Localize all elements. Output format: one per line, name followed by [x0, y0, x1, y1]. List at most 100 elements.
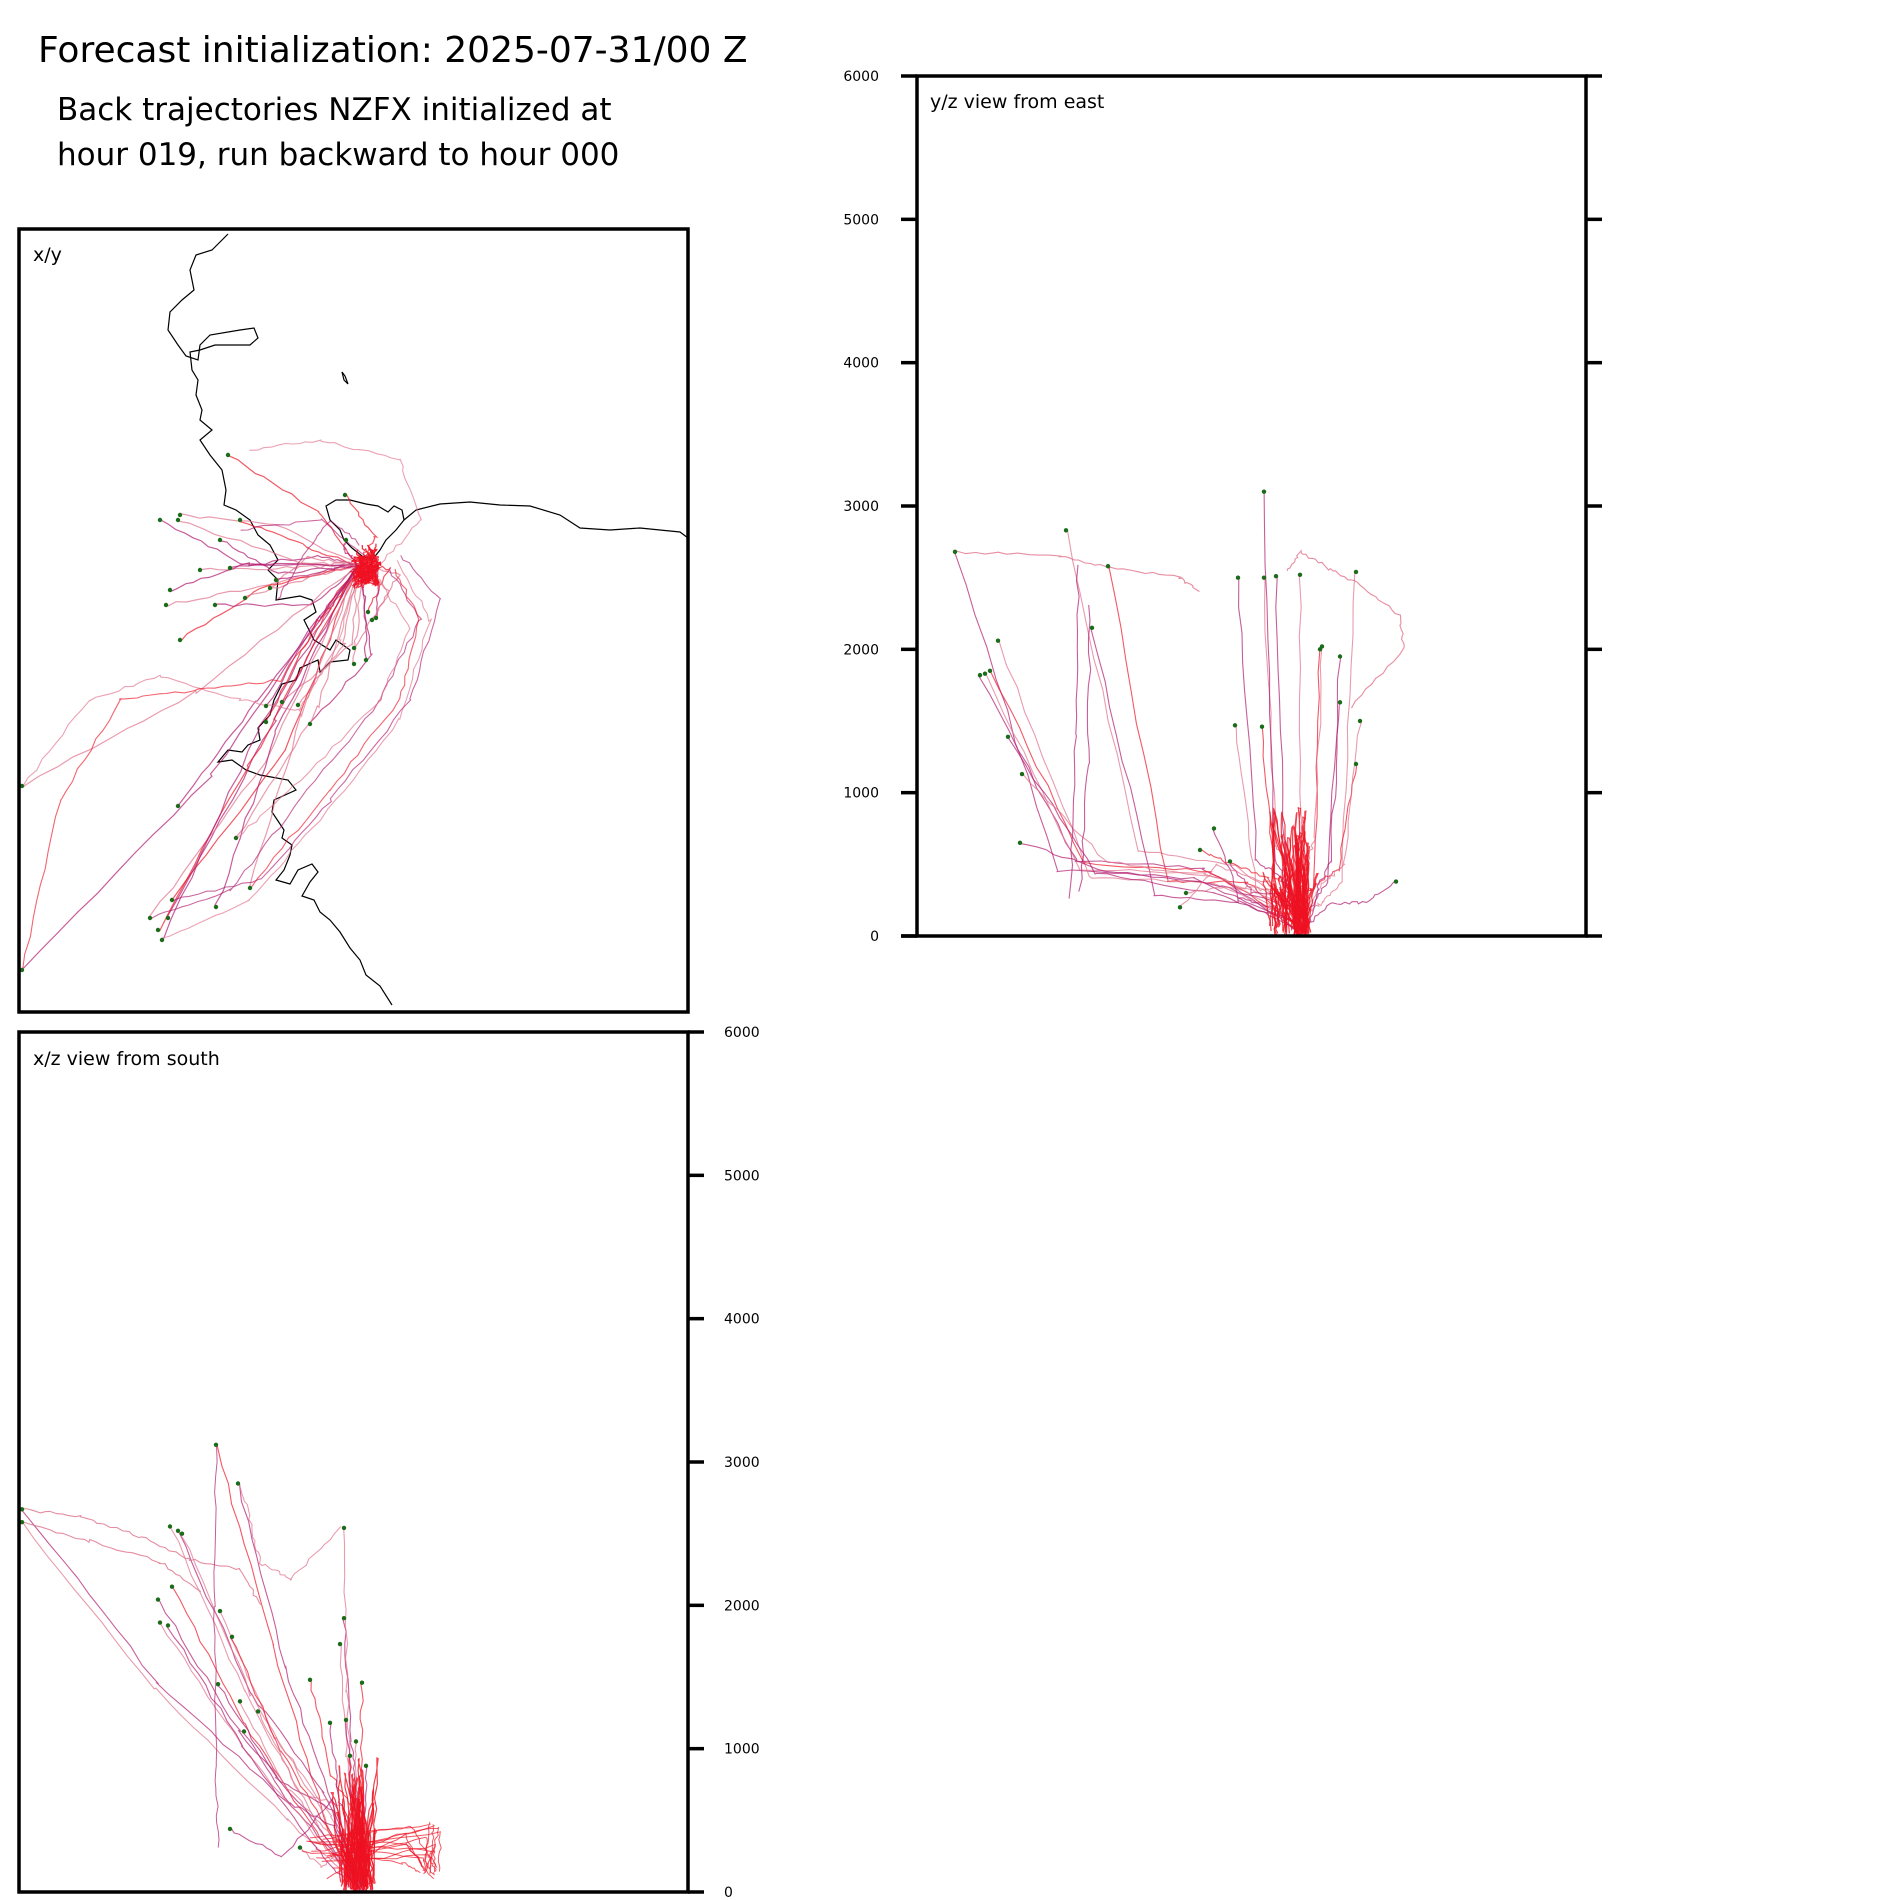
trajectory-start-point [155, 927, 161, 933]
trajectory-start-point [225, 452, 231, 458]
xz-frame [17, 1030, 690, 1894]
trajectory-line [309, 1825, 438, 1868]
trajectory-start-point [359, 1680, 365, 1685]
y-tick-label: 1000 [843, 786, 879, 802]
trajectory-start-point [1105, 564, 1111, 569]
trajectory-line [362, 561, 382, 577]
trajectory-line [269, 555, 360, 589]
xy-start-points [19, 452, 379, 973]
y-tick-label: 5000 [724, 1168, 760, 1184]
trajectory-line [236, 578, 411, 839]
trajectory-line [1307, 702, 1340, 928]
yz-trajectories [953, 491, 1405, 938]
trajectory-line [1019, 842, 1307, 913]
trajectory-line [1304, 721, 1363, 911]
trajectory-start-point [175, 803, 181, 809]
figure-subtitle: Back trajectories NZFX initialized at ho… [57, 88, 619, 178]
trajectory-line [322, 1821, 431, 1869]
trajectory-line [1299, 879, 1397, 931]
trajectory-line [172, 555, 442, 902]
trajectory-line [249, 568, 420, 890]
trajectory-line [301, 1850, 421, 1874]
trajectory-line [1090, 627, 1303, 932]
trajectory-start-point [179, 1531, 185, 1536]
trajectory-line [219, 1610, 359, 1885]
trajectory-start-point [267, 585, 273, 591]
trajectory-line [327, 1836, 428, 1871]
trajectory-start-point [307, 1677, 313, 1683]
trajectory-start-point [227, 1826, 233, 1832]
trajectory-start-point [351, 645, 357, 651]
trajectory-start-point [1297, 572, 1303, 577]
trajectory-start-point [242, 595, 248, 601]
trajectory-line [235, 566, 359, 839]
trajectory-start-point [1183, 890, 1189, 896]
y-tick-label: 3000 [724, 1455, 760, 1471]
trajectory-start-point [213, 1442, 219, 1448]
trajectory-line [249, 439, 422, 566]
trajectory-start-point [977, 672, 983, 678]
trajectory-start-point [1353, 569, 1359, 575]
trajectory-line [177, 1529, 362, 1885]
subtitle-line-1: Back trajectories NZFX initialized at [57, 92, 612, 128]
trajectory-start-point [363, 1763, 369, 1769]
trajectory-start-point [952, 549, 958, 555]
trajectory-line [213, 1444, 220, 1848]
trajectory-line [1271, 811, 1300, 931]
trajectory-line [321, 1854, 437, 1872]
trajectory-start-point [237, 1699, 243, 1704]
y-tick-label: 0 [870, 929, 879, 945]
trajectory-start-point [995, 638, 1001, 643]
trajectory-start-point [217, 1608, 223, 1614]
trajectory-start-point [337, 1641, 343, 1647]
trajectory-line [170, 561, 360, 592]
y-tick-label: 1000 [724, 1742, 760, 1758]
trajectory-line [22, 569, 358, 969]
trajectory-start-point [167, 587, 173, 593]
y-tick-label: 2000 [724, 1598, 760, 1614]
trajectory-start-point [1259, 724, 1265, 729]
trajectory-start-point [1063, 528, 1069, 533]
trajectory-line [170, 565, 358, 902]
trajectory-line [1286, 549, 1405, 709]
subtitle-line-2: hour 019, run backward to hour 000 [57, 137, 620, 173]
trajectory-start-point [237, 517, 243, 523]
xz-panel-label: x/z view from south [33, 1048, 220, 1070]
trajectory-start-point [263, 703, 269, 709]
trajectory-start-point [1177, 905, 1183, 910]
trajectory-start-point [295, 702, 301, 708]
trajectory-start-point [342, 492, 348, 498]
yz-start-points [952, 489, 1399, 910]
trajectory-start-point [1273, 574, 1279, 579]
trajectory-start-point [159, 937, 165, 943]
trajectory-start-point [247, 885, 253, 891]
trajectory-line [21, 1509, 359, 1883]
trajectory-line [166, 1625, 353, 1890]
trajectory-line [1304, 872, 1319, 934]
trajectory-start-point [343, 1717, 349, 1723]
trajectory-start-point [212, 602, 218, 608]
trajectory-line [178, 520, 359, 566]
trajectory-start-point [19, 967, 25, 973]
yz-panel-label: y/z view from east [930, 91, 1104, 113]
trajectory-line [1006, 735, 1302, 927]
trajectory-start-point [215, 1681, 221, 1687]
trajectory-start-point [157, 1620, 163, 1625]
trajectory-line [21, 1507, 262, 1605]
xz-panel: 0 1000 2000 3000 4000 5000 6000 x/z view from … [17, 1025, 760, 1900]
trajectory-start-point [307, 721, 313, 727]
trajectory-start-point [1019, 771, 1025, 777]
y-tick-label: 0 [724, 1885, 733, 1900]
trajectory-line [1021, 773, 1307, 925]
trajectory-line [311, 1831, 442, 1872]
trajectory-line [158, 565, 358, 932]
trajectory-line [239, 1484, 342, 1581]
trajectory-start-point [233, 835, 239, 841]
trajectory-line [162, 563, 358, 941]
trajectory-start-point [1005, 734, 1011, 739]
y-tick-label: 6000 [843, 69, 879, 85]
trajectory-start-point [363, 657, 369, 663]
trajectory-line [990, 671, 1307, 930]
trajectory-line [984, 672, 1300, 911]
trajectory-start-point [1017, 840, 1023, 846]
